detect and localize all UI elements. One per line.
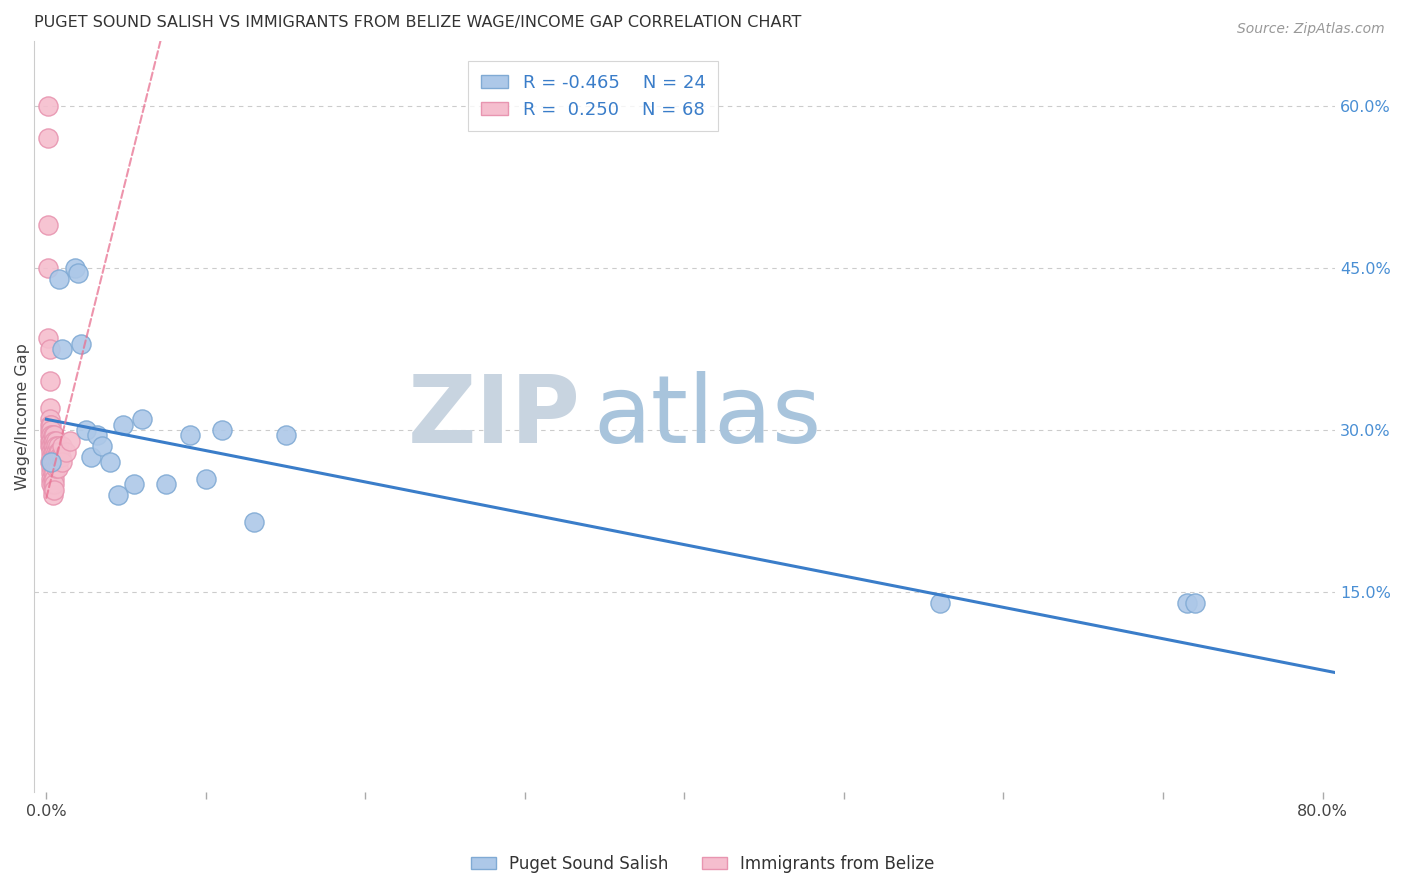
Point <box>38 375 60 389</box>
Point <box>55 444 77 458</box>
Point <box>37 99 59 113</box>
Point <box>42 477 65 491</box>
Y-axis label: Wage/Income Gap: Wage/Income Gap <box>15 343 30 490</box>
Point <box>37 260 59 275</box>
Point <box>38 342 60 356</box>
Point <box>42 461 65 475</box>
Point <box>45 461 67 475</box>
Point <box>38 423 60 437</box>
Point <box>44 461 66 475</box>
Point <box>38 412 60 426</box>
Point <box>98 455 121 469</box>
Point <box>39 444 62 458</box>
Text: atlas: atlas <box>593 370 821 463</box>
Point <box>91 439 114 453</box>
Point <box>70 336 93 351</box>
Point <box>51 455 73 469</box>
Point <box>44 467 66 481</box>
Point <box>48 450 70 464</box>
Point <box>63 260 86 275</box>
Point <box>39 455 62 469</box>
Point <box>42 434 65 448</box>
Point <box>38 455 60 469</box>
Point <box>44 450 66 464</box>
Point <box>38 439 60 453</box>
Point <box>51 342 73 356</box>
Point <box>42 455 65 469</box>
Legend: Puget Sound Salish, Immigrants from Belize: Puget Sound Salish, Immigrants from Beli… <box>464 848 942 880</box>
Point <box>38 434 60 448</box>
Point <box>107 488 129 502</box>
Point <box>45 439 67 453</box>
Legend: R = -0.465    N = 24, R =  0.250    N = 68: R = -0.465 N = 24, R = 0.250 N = 68 <box>468 62 718 131</box>
Point <box>48 444 70 458</box>
Point <box>67 266 90 280</box>
Text: PUGET SOUND SALISH VS IMMIGRANTS FROM BELIZE WAGE/INCOME GAP CORRELATION CHART: PUGET SOUND SALISH VS IMMIGRANTS FROM BE… <box>34 15 801 30</box>
Point <box>39 455 62 469</box>
Point <box>49 450 72 464</box>
Point <box>75 423 97 437</box>
Point <box>39 423 62 437</box>
Point <box>39 467 62 481</box>
Point <box>51 439 73 453</box>
Point <box>44 439 66 453</box>
Point <box>44 472 66 486</box>
Point <box>39 434 62 448</box>
Point <box>42 444 65 458</box>
Text: Source: ZipAtlas.com: Source: ZipAtlas.com <box>1237 22 1385 37</box>
Point <box>37 218 59 232</box>
Point <box>46 439 69 453</box>
Point <box>42 439 65 453</box>
Point <box>44 455 66 469</box>
Point <box>80 450 103 464</box>
Point <box>42 488 65 502</box>
Point <box>44 434 66 448</box>
Point <box>39 450 62 464</box>
Point <box>45 444 67 458</box>
Point <box>45 455 67 469</box>
Point <box>45 450 67 464</box>
Point <box>44 483 66 497</box>
Point <box>928 596 950 610</box>
Point <box>39 472 62 486</box>
Point <box>39 439 62 453</box>
Point <box>155 477 177 491</box>
Point <box>46 450 69 464</box>
Point <box>38 401 60 416</box>
Point <box>38 417 60 432</box>
Point <box>42 467 65 481</box>
Point <box>211 423 233 437</box>
Point <box>86 428 108 442</box>
Point <box>131 412 153 426</box>
Point <box>42 450 65 464</box>
Text: ZIP: ZIP <box>408 370 581 463</box>
Point <box>44 477 66 491</box>
Point <box>44 444 66 458</box>
Point <box>194 472 217 486</box>
Point <box>59 434 82 448</box>
Point <box>38 428 60 442</box>
Point <box>39 417 62 432</box>
Point <box>42 472 65 486</box>
Point <box>37 131 59 145</box>
Point <box>274 428 297 442</box>
Point <box>39 428 62 442</box>
Point <box>122 477 145 491</box>
Point <box>39 461 62 475</box>
Point <box>1184 596 1206 610</box>
Point <box>39 477 62 491</box>
Point <box>242 515 264 529</box>
Point <box>42 483 65 497</box>
Point <box>111 417 134 432</box>
Point <box>1175 596 1198 610</box>
Point <box>48 271 70 285</box>
Point <box>44 428 66 442</box>
Point <box>42 428 65 442</box>
Point <box>45 434 67 448</box>
Point <box>37 331 59 345</box>
Point <box>46 461 69 475</box>
Point <box>46 444 69 458</box>
Point <box>46 455 69 469</box>
Point <box>179 428 201 442</box>
